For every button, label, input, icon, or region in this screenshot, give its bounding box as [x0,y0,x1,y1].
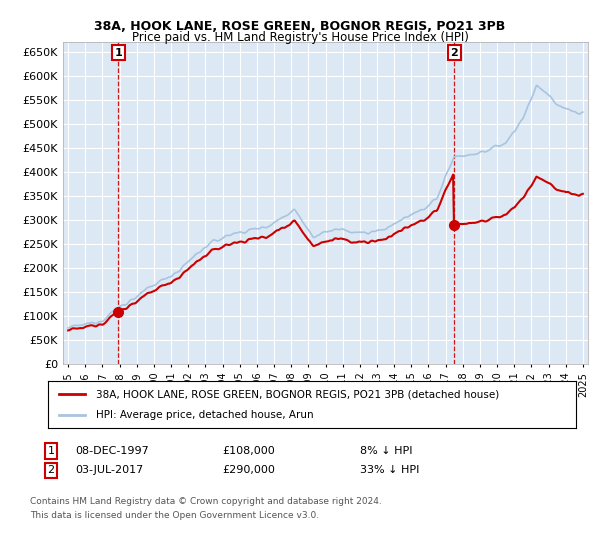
Text: 38A, HOOK LANE, ROSE GREEN, BOGNOR REGIS, PO21 3PB: 38A, HOOK LANE, ROSE GREEN, BOGNOR REGIS… [94,20,506,32]
Text: 2: 2 [47,465,55,475]
Text: 8% ↓ HPI: 8% ↓ HPI [360,446,413,456]
Text: 03-JUL-2017: 03-JUL-2017 [75,465,143,475]
Text: 38A, HOOK LANE, ROSE GREEN, BOGNOR REGIS, PO21 3PB (detached house): 38A, HOOK LANE, ROSE GREEN, BOGNOR REGIS… [95,389,499,399]
Text: 1: 1 [115,48,122,58]
Text: This data is licensed under the Open Government Licence v3.0.: This data is licensed under the Open Gov… [30,511,319,520]
Text: 08-DEC-1997: 08-DEC-1997 [75,446,149,456]
Text: £290,000: £290,000 [222,465,275,475]
Text: Price paid vs. HM Land Registry's House Price Index (HPI): Price paid vs. HM Land Registry's House … [131,31,469,44]
Text: 1: 1 [47,446,55,456]
Text: Contains HM Land Registry data © Crown copyright and database right 2024.: Contains HM Land Registry data © Crown c… [30,497,382,506]
Text: £108,000: £108,000 [222,446,275,456]
Text: 33% ↓ HPI: 33% ↓ HPI [360,465,419,475]
Text: 2: 2 [451,48,458,58]
Text: HPI: Average price, detached house, Arun: HPI: Average price, detached house, Arun [95,410,313,420]
